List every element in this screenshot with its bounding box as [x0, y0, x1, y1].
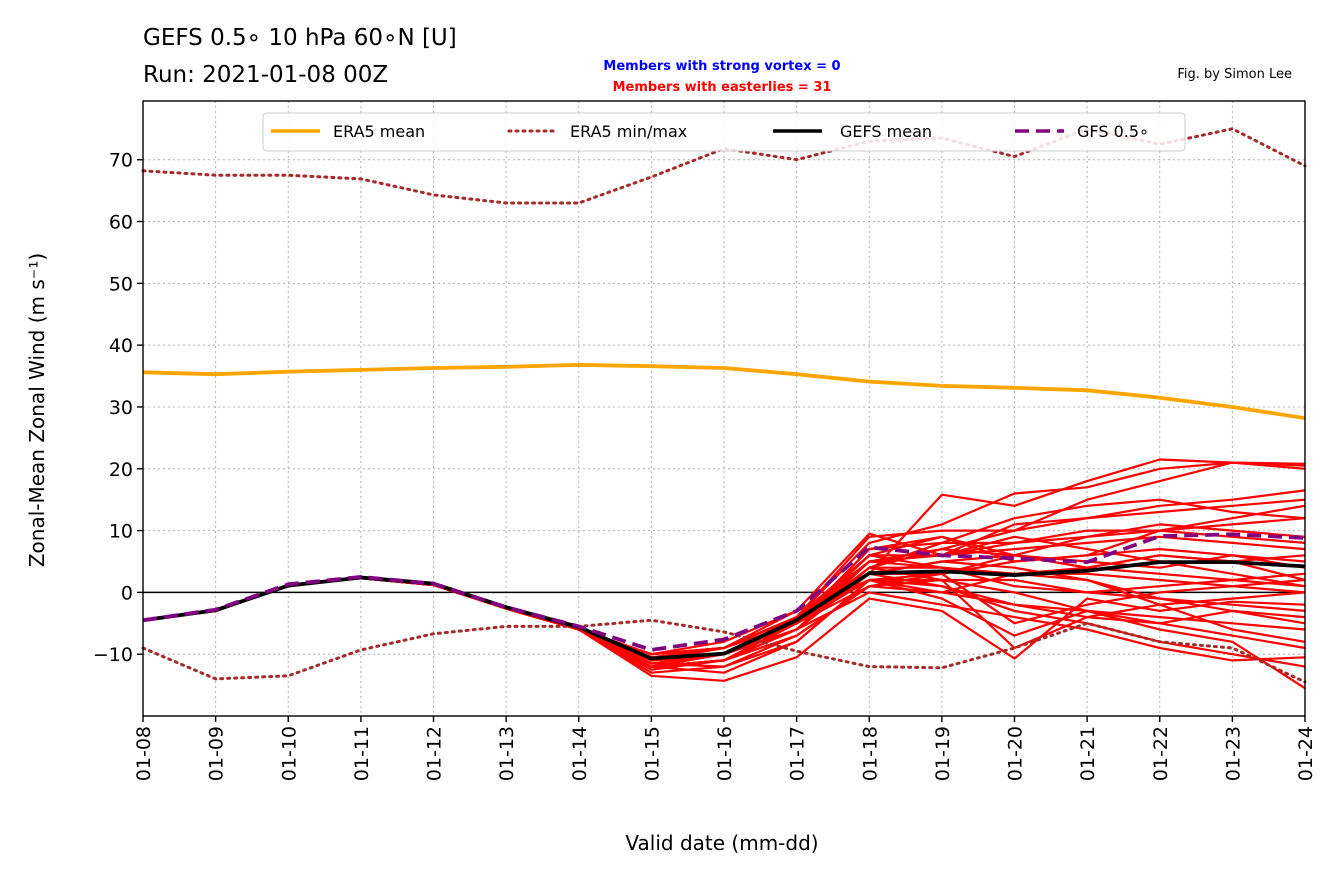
- x-axis-ticks: 01-08 01-09 01-10 01-11 01-12 01-13 01-14 01-15…: [133, 716, 1317, 781]
- x-tick-label: 01-19: [932, 726, 954, 781]
- x-tick-label: 01-12: [424, 726, 446, 781]
- legend-label-era5-mean: ERA5 mean: [333, 122, 425, 141]
- x-tick-label: 01-14: [569, 726, 591, 781]
- era5-mean-line: [142, 362, 1306, 420]
- easterlies-annotation: Members with easterlies = 31: [613, 80, 832, 95]
- x-tick-label: 01-15: [641, 726, 663, 781]
- x-tick-label: 01-18: [859, 726, 881, 781]
- grid: [142, 101, 1306, 716]
- x-tick-label: 01-13: [496, 726, 518, 781]
- y-tick-label: 50: [109, 273, 133, 295]
- era5-min-line: [141, 618, 1307, 684]
- gfs-line: [142, 532, 1306, 652]
- y-tick-label: 10: [109, 521, 133, 543]
- y-tick-label: 30: [109, 397, 133, 419]
- legend-label-gfs: GFS 0.5∘: [1077, 122, 1149, 141]
- y-tick-label: 60: [109, 212, 133, 234]
- x-tick-label: 01-10: [278, 726, 300, 781]
- legend: ERA5 mean ERA5 min/max GEFS mean GFS 0.5…: [262, 112, 1186, 152]
- figure-credit: Fig. by Simon Lee: [1177, 67, 1292, 82]
- x-tick-label: 01-22: [1150, 726, 1172, 781]
- x-tick-label: 01-23: [1222, 726, 1244, 781]
- plot-frame: [142, 100, 1306, 717]
- main-series: [141, 127, 1307, 684]
- y-tick-label: 70: [109, 150, 133, 172]
- x-tick-label: 01-21: [1077, 726, 1099, 781]
- x-tick-label: 01-20: [1005, 726, 1027, 781]
- x-axis-label: Valid date (mm-dd): [625, 831, 818, 855]
- legend-box: [262, 112, 1186, 152]
- x-tick-label: 01-11: [351, 726, 373, 781]
- legend-label-era5-minmax: ERA5 min/max: [570, 122, 687, 141]
- y-tick-label: 40: [109, 335, 133, 357]
- y-tick-label: 20: [109, 459, 133, 481]
- legend-label-gefs-mean: GEFS mean: [840, 122, 932, 141]
- y-axis-label: Zonal-Mean Zonal Wind (m s⁻¹): [25, 253, 49, 567]
- x-tick-label: 01-16: [714, 726, 736, 781]
- chart-title-line-2: Run: 2021-01-08 00Z: [143, 62, 388, 88]
- x-tick-label: 01-17: [787, 726, 809, 781]
- x-tick-label: 01-09: [206, 726, 228, 781]
- y-tick-label: 0: [121, 582, 133, 604]
- y-tick-label: −10: [93, 644, 133, 666]
- strong-vortex-annotation: Members with strong vortex = 0: [603, 59, 840, 74]
- x-tick-label: 01-08: [133, 726, 155, 781]
- chart-title-line-1: GEFS 0.5∘ 10 hPa 60∘N [U]: [143, 25, 457, 51]
- y-axis-ticks: −10 0 10 20 30 40 50 60 70: [93, 150, 143, 666]
- x-tick-label: 01-24: [1295, 726, 1317, 781]
